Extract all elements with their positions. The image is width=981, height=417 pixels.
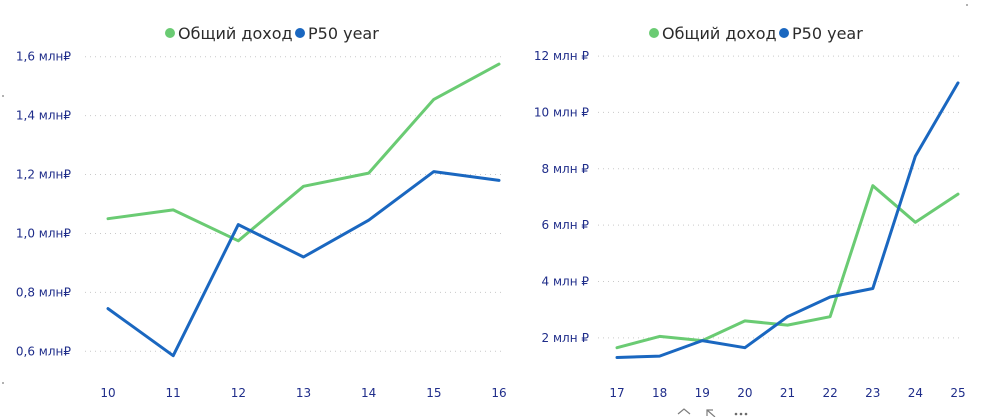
legend-marker-p50-year — [295, 28, 305, 38]
legend-label-p50-year: P50 year — [308, 24, 379, 43]
x-tick-label: 19 — [695, 386, 710, 400]
y-tick-label: 1,6 млн₽ — [16, 50, 71, 64]
legend-label-total-income: Общий доход — [178, 24, 293, 43]
legend-label-p50-year: P50 year — [792, 24, 863, 43]
edge-dot — [2, 382, 4, 384]
collapse-icon[interactable] — [677, 408, 691, 415]
x-tick-label: 12 — [231, 386, 246, 400]
y-tick-label: 0,6 млн₽ — [16, 344, 71, 358]
x-tick-label: 18 — [652, 386, 667, 400]
visual-header-icons[interactable] — [677, 408, 748, 417]
expand-icon[interactable] — [706, 409, 716, 417]
y-tick-label: 1,4 млн₽ — [16, 109, 71, 123]
series-line-p50-year[interactable] — [615, 81, 960, 359]
chart-right: 2 млн ₽ 4 млн ₽ 6 млн ₽ 8 млн ₽ 10 млн ₽ 12 м… — [534, 49, 966, 400]
series-line-p50-year[interactable] — [106, 170, 501, 358]
x-tick-label: 16 — [491, 386, 506, 400]
legend-marker-total-income — [165, 28, 175, 38]
x-tick-label: 17 — [609, 386, 624, 400]
legend-label-total-income: Общий доход — [662, 24, 777, 43]
y-tick-label: 1,2 млн₽ — [16, 168, 71, 182]
x-tick-label: 25 — [950, 386, 965, 400]
legend-marker-p50-year — [779, 28, 789, 38]
y-tick-label: 8 млн ₽ — [542, 162, 590, 176]
y-tick-label: 2 млн ₽ — [542, 331, 590, 345]
y-tick-label: 12 млн ₽ — [534, 49, 589, 63]
x-tick-label: 24 — [908, 386, 923, 400]
y-tick-label: 0,8 млн₽ — [16, 285, 71, 299]
x-tick-label: 10 — [100, 386, 115, 400]
chart-left: 0,6 млн₽ 0,8 млн₽ 1,0 млн₽ 1,2 млн₽ 1,4 млн₽… — [16, 50, 507, 400]
x-tick-label: 21 — [780, 386, 795, 400]
legend-marker-total-income — [649, 28, 659, 38]
y-tick-label: 10 млн ₽ — [534, 105, 589, 119]
y-tick-label: 6 млн ₽ — [542, 218, 590, 232]
y-tick-label: 4 млн ₽ — [542, 274, 590, 288]
edge-dot — [966, 4, 968, 6]
legend-right: Общий доход P50 year — [649, 24, 863, 43]
series-line-total-income[interactable] — [615, 184, 960, 350]
x-tick-label: 15 — [426, 386, 441, 400]
x-tick-label: 22 — [822, 386, 837, 400]
x-tick-label: 11 — [166, 386, 181, 400]
edge-dot — [2, 95, 4, 97]
x-tick-label: 13 — [296, 386, 311, 400]
series-line-total-income[interactable] — [106, 62, 501, 243]
y-tick-label: 1,0 млн₽ — [16, 226, 71, 240]
x-tick-label: 23 — [865, 386, 880, 400]
more-options-icon[interactable] — [734, 412, 748, 416]
x-tick-label: 20 — [737, 386, 752, 400]
legend-left: Общий доход P50 year — [165, 24, 379, 43]
x-tick-label: 14 — [361, 386, 376, 400]
